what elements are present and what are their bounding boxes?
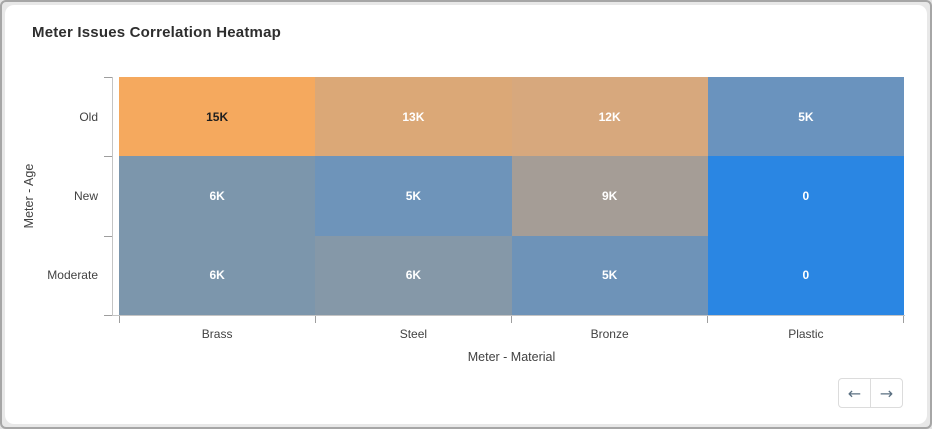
- x-axis-title: Meter - Material: [467, 350, 556, 364]
- x-tick-label-plastic: Plastic: [788, 327, 824, 341]
- heatmap-cell-value: 5K: [601, 268, 618, 283]
- heatmap-cell-value: 6K: [209, 188, 225, 203]
- y-axis-tick: [104, 315, 112, 316]
- heatmap-cell-old-bronze[interactable]: 12K: [511, 77, 708, 157]
- x-axis-tick: [903, 316, 904, 323]
- heatmap-cell-moderate-steel[interactable]: 6K: [315, 235, 512, 315]
- heatmap-grid: 15K 13K 12K 5K 6K 5K 9K 0: [119, 77, 904, 315]
- heatmap-cell-new-steel[interactable]: 5K: [315, 156, 512, 236]
- heatmap-cell-new-brass[interactable]: 6K: [119, 156, 316, 236]
- heatmap-cell-moderate-plastic[interactable]: 0: [707, 235, 904, 315]
- heatmap-cell-old-steel[interactable]: 13K: [315, 77, 512, 157]
- x-axis-tick: [511, 316, 512, 323]
- y-axis-line: [112, 77, 113, 315]
- heatmap-cell-value: 6K: [209, 268, 225, 283]
- next-page-button[interactable]: →: [870, 378, 903, 408]
- x-axis-labels: Brass Steel Bronze Plastic: [119, 327, 904, 341]
- x-tick-label-steel: Steel: [399, 327, 428, 341]
- heatmap-cell-moderate-brass[interactable]: 6K: [119, 235, 316, 315]
- prev-page-button[interactable]: ←: [838, 378, 871, 408]
- x-axis-line: [112, 315, 905, 316]
- heatmap-cell-value: 5K: [405, 188, 422, 203]
- heatmap-cell-value: 15K: [206, 109, 229, 124]
- arrow-left-icon: ←: [847, 383, 862, 403]
- x-tick-label-bronze: Bronze: [590, 327, 629, 341]
- x-axis-tick: [315, 316, 316, 323]
- y-axis-labels: Old New Moderate: [5, 77, 98, 315]
- heatmap-cell-old-brass[interactable]: 15K: [119, 77, 316, 157]
- y-tick-label-old: Old: [79, 109, 98, 124]
- heatmap-cell-new-bronze[interactable]: 9K: [511, 156, 708, 236]
- heatmap-cell-value: 13K: [402, 109, 425, 124]
- y-tick-label-new: New: [73, 188, 98, 203]
- y-axis-tick: [104, 236, 112, 237]
- y-tick-label-moderate: Moderate: [47, 268, 98, 283]
- y-axis-tick: [104, 77, 112, 78]
- heatmap-cell-value: 6K: [405, 268, 422, 283]
- heatmap-cell-moderate-bronze[interactable]: 5K: [511, 235, 708, 315]
- heatmap-cell-value: 9K: [601, 188, 618, 203]
- pagination-controls: ← →: [838, 378, 903, 408]
- chart-card: Meter Issues Correlation Heatmap Meter -…: [5, 5, 927, 424]
- chart-title: Meter Issues Correlation Heatmap: [32, 24, 281, 41]
- heatmap-cell-value: 12K: [598, 109, 621, 124]
- heatmap-cell-value: 0: [802, 188, 810, 203]
- x-tick-label-brass: Brass: [201, 327, 233, 341]
- heatmap-cell-value: 5K: [798, 109, 814, 124]
- heatmap-cell-old-plastic[interactable]: 5K: [707, 77, 904, 157]
- heatmap-cell-new-plastic[interactable]: 0: [707, 156, 904, 236]
- heatmap-cell-value: 0: [802, 268, 810, 283]
- x-axis-tick: [119, 316, 120, 323]
- y-axis-tick: [104, 156, 112, 157]
- arrow-right-icon: →: [879, 383, 894, 403]
- x-axis-tick: [707, 316, 708, 323]
